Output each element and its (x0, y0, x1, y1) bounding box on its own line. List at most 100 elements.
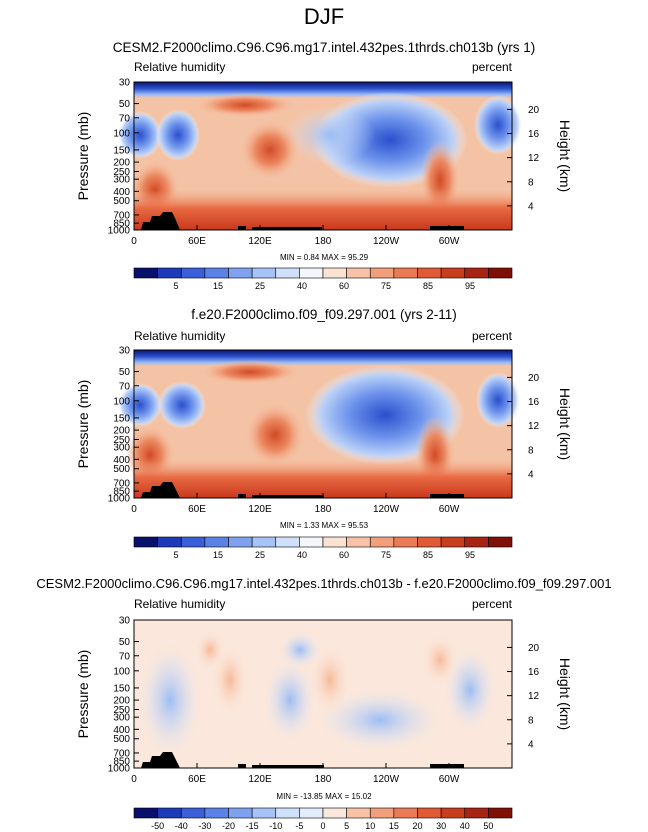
y-tick-label: 200 (113, 158, 130, 169)
x-tick-label: 60W (439, 774, 460, 785)
stats-text: MIN = -13.85 MAX = 15.02 (276, 792, 372, 801)
colorbar-label: -5 (295, 821, 303, 831)
y-tick-label: 70 (119, 381, 131, 392)
axis-ticks: 0 60E 120E 180 120W 60W3050701001502002503004… (108, 616, 540, 786)
y-tick-label: 500 (113, 734, 130, 745)
x-tick-label: 60W (439, 504, 460, 515)
panel-model-climatology: CESM2.F2000climo.C96.C96.mg17.intel.432p… (75, 40, 573, 291)
colorbar-swatch (417, 807, 442, 819)
colorbar-label: 60 (339, 281, 349, 291)
colorbar-label: 25 (255, 550, 265, 560)
colorbar-label: 0 (320, 821, 325, 831)
y-right-tick-label: 8 (528, 177, 534, 188)
colorbar-swatch (251, 267, 277, 279)
panel-title: CESM2.F2000climo.C96.C96.mg17.intel.432p… (113, 40, 535, 55)
colorbar-swatch (393, 536, 418, 548)
colorbar-swatch (464, 807, 489, 819)
y-tick-label: 700 (113, 478, 130, 489)
y-tick-label: 500 (113, 196, 130, 207)
colorbar-swatch (275, 267, 300, 279)
colorbar-label: 15 (213, 550, 223, 560)
y-axis-label: Pressure (mb) (75, 380, 91, 469)
colorbar-label: 5 (344, 821, 349, 831)
x-tick-label: 120W (373, 504, 400, 515)
y-tick-label: 150 (113, 145, 130, 156)
colorbar-swatch (322, 267, 347, 279)
y-tick-label: 700 (113, 748, 130, 759)
y-tick-label: 30 (119, 78, 131, 89)
y-tick-label: 70 (119, 651, 131, 662)
colorbar-label: 75 (381, 281, 391, 291)
y-tick-label: 850 (113, 219, 130, 230)
y-axis-label-right: Height (km) (557, 658, 573, 730)
colorbar-swatch (369, 807, 395, 819)
colorbar-label: 60 (339, 550, 349, 560)
colorbar-swatch (346, 267, 371, 279)
y-tick-label: 500 (113, 464, 130, 475)
y-tick-label: 200 (113, 696, 130, 707)
colorbar-swatch (488, 267, 513, 279)
colorbar-label: 10 (365, 821, 375, 831)
colorbar-label: -50 (151, 821, 164, 831)
colorbar-swatch (133, 267, 158, 279)
y-axis-label: Pressure (mb) (75, 650, 91, 739)
colorbar-swatch (322, 807, 347, 819)
colorbar-label: 40 (460, 821, 470, 831)
colorbar-swatch (204, 536, 229, 548)
y-right-tick-label: 16 (528, 397, 540, 408)
colorbar-label: -10 (269, 821, 282, 831)
colorbar-label: 25 (255, 281, 265, 291)
colorbar-swatch (440, 536, 466, 548)
stats-text: MIN = 1.33 MAX = 95.53 (280, 521, 369, 530)
x-tick-label: 120E (248, 236, 272, 247)
y-right-tick-label: 4 (528, 469, 534, 480)
y-tick-label: 150 (113, 413, 130, 424)
colorbar-label: 75 (381, 550, 391, 560)
y-tick-label: 250 (113, 435, 130, 446)
colorbar-label: -15 (246, 821, 259, 831)
x-tick-label: 0 (131, 774, 137, 785)
colorbar-swatch (228, 267, 253, 279)
x-tick-label: 0 (131, 504, 137, 515)
y-tick-label: 700 (113, 210, 130, 221)
x-tick-label: 60W (439, 236, 460, 247)
y-tick-label: 70 (119, 113, 131, 124)
colorbar-label: 85 (423, 550, 433, 560)
x-tick-label: 120W (373, 236, 400, 247)
x-tick-label: 120E (248, 774, 272, 785)
y-tick-label: 1000 (108, 494, 131, 505)
colorbar-swatch (251, 807, 277, 819)
colorbar-swatch (369, 267, 395, 279)
colorbar-label: -30 (198, 821, 211, 831)
colorbar-swatch (228, 536, 253, 548)
colorbar-swatch (157, 267, 182, 279)
y-tick-label: 150 (113, 683, 130, 694)
panel-title: CESM2.F2000climo.C96.C96.mg17.intel.432p… (36, 576, 611, 591)
colorbar-label: 15 (213, 281, 223, 291)
y-right-tick-label: 4 (528, 739, 534, 750)
colorbar-swatch (275, 536, 300, 548)
right-label: percent (472, 329, 513, 343)
y-tick-label: 30 (119, 616, 131, 627)
colorbar-swatch (299, 536, 324, 548)
axis-ticks: 0 60E 120E 180 120W 60W3050701001502002503004… (108, 346, 540, 516)
axis-ticks: 0 60E 120E 180 120W 60W3050701001502002503004… (108, 78, 540, 248)
colorbar-swatch (440, 807, 466, 819)
y-right-tick-label: 12 (528, 421, 540, 432)
colorbar-swatch (369, 536, 395, 548)
colorbar-label: -40 (175, 821, 188, 831)
left-label: Relative humidity (134, 597, 225, 611)
y-right-tick-label: 8 (528, 445, 534, 456)
y-axis-label-right: Height (km) (557, 120, 573, 192)
colorbar-label: 30 (436, 821, 446, 831)
heatmap-field (118, 81, 522, 231)
y-tick-label: 50 (119, 637, 131, 648)
y-right-tick-label: 8 (528, 715, 534, 726)
x-tick-label: 60E (188, 236, 206, 247)
y-tick-label: 30 (119, 346, 131, 357)
colorbar-swatch (464, 267, 489, 279)
colorbar-label: 40 (297, 281, 307, 291)
colorbar-swatch (180, 536, 206, 548)
colorbar-swatch (417, 267, 442, 279)
